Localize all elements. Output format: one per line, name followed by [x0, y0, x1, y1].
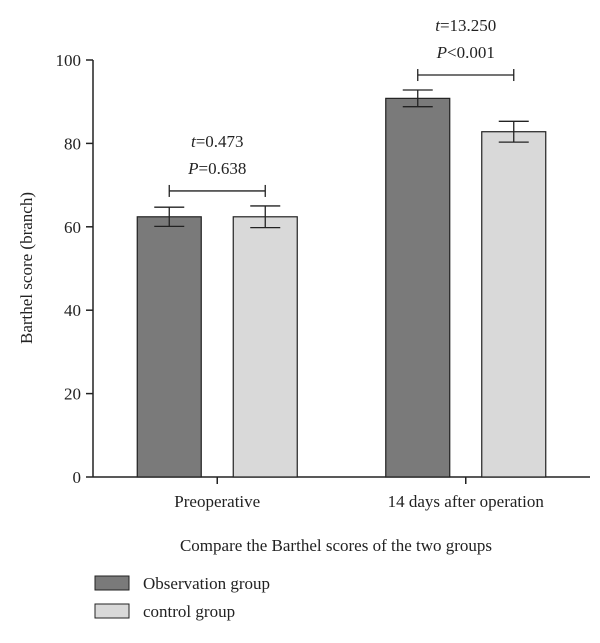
t-symbol: t [191, 132, 197, 151]
p-symbol: P [187, 159, 198, 178]
y-tick-label: 0 [73, 468, 82, 487]
legend-swatch-observation [94, 575, 130, 591]
t-value: =13.250 [440, 16, 496, 35]
legend-swatch-control [94, 603, 130, 619]
y-tick-label: 40 [64, 301, 81, 320]
y-axis: 0 20 40 60 80 100 [56, 51, 94, 487]
legend-label-observation: Observation group [143, 574, 270, 593]
y-tick-label: 60 [64, 218, 81, 237]
p-value-label: P=0.638 [187, 159, 246, 178]
bar [232, 216, 298, 478]
y-axis-title: Barthel score (branch) [17, 192, 36, 344]
error-bars [154, 89, 529, 229]
x-axis: Preoperative 14 days after operation [93, 476, 590, 511]
legend-label-control: control group [143, 602, 235, 621]
bar [481, 131, 547, 478]
t-symbol: t [435, 16, 441, 35]
bar [136, 216, 202, 478]
p-symbol: P [436, 43, 447, 62]
y-tick-label: 80 [64, 134, 81, 153]
x-tick-label: 14 days after operation [388, 492, 545, 511]
t-statistic-label: t=0.473 [191, 132, 244, 151]
y-tick-label: 100 [56, 51, 82, 70]
y-tick-label: 20 [64, 385, 81, 404]
t-statistic-label: t=13.250 [435, 16, 496, 35]
p-value: =0.638 [199, 159, 247, 178]
p-value-label: P<0.001 [436, 43, 495, 62]
x-axis-title: Compare the Barthel scores of the two gr… [180, 536, 492, 555]
x-tick-label: Preoperative [174, 492, 260, 511]
t-value: =0.473 [196, 132, 244, 151]
bar [385, 97, 451, 478]
p-value: <0.001 [447, 43, 495, 62]
legend: Observation group control group [94, 574, 270, 621]
bars [136, 97, 547, 478]
